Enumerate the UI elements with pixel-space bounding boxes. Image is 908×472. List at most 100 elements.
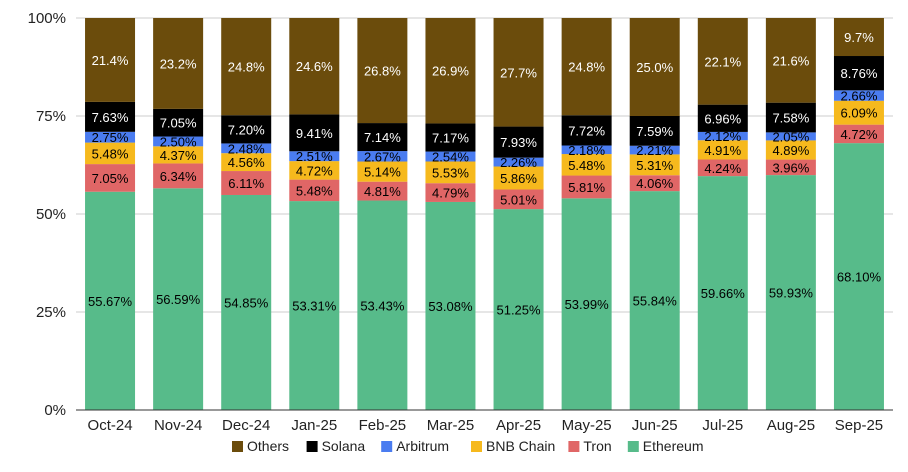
- legend: Others Solana Arbitrum BNB Chain Tron Ethereu…: [232, 438, 704, 454]
- bar-segment: [153, 163, 204, 189]
- data-label: 2.51%: [296, 149, 333, 164]
- data-label: 5.14%: [364, 165, 401, 180]
- bar-segment: [85, 164, 136, 192]
- data-label: 4.72%: [296, 163, 333, 178]
- data-label: 5.48%: [296, 183, 333, 198]
- gridlines: [76, 17, 893, 313]
- y-tick-label: 50%: [36, 206, 66, 223]
- bar-segment: [697, 159, 748, 177]
- data-label: 56.59%: [156, 292, 201, 307]
- y-tick-label: 0%: [44, 402, 66, 419]
- bar-segment: [153, 108, 204, 137]
- bar-segment: [153, 136, 204, 147]
- bar-segment: [697, 131, 748, 141]
- bar-segment: [561, 18, 612, 116]
- data-label: 22.1%: [704, 54, 741, 69]
- data-labels: 55.67%7.05%5.48%2.75%7.63%21.4%56.59%6.3…: [88, 30, 881, 318]
- data-label: 24.8%: [228, 60, 265, 75]
- bar-segment: [697, 104, 748, 132]
- data-label: 2.18%: [568, 143, 605, 158]
- data-label: 2.26%: [500, 155, 537, 170]
- bar-segment: [425, 183, 476, 202]
- data-label: 7.59%: [636, 124, 673, 139]
- legend-label: Tron: [583, 438, 611, 454]
- bar-segment: [153, 18, 204, 109]
- bar-segment: [425, 151, 476, 162]
- data-label: 2.66%: [841, 89, 878, 104]
- data-label: 54.85%: [224, 295, 269, 310]
- data-label: 23.2%: [160, 56, 197, 71]
- y-tick-label: 25%: [36, 304, 66, 321]
- bar-segment: [765, 140, 816, 160]
- data-label: 6.34%: [160, 169, 197, 184]
- bars: [85, 18, 884, 411]
- legend-label: Solana: [322, 438, 366, 454]
- x-tick-label: Aug-25: [767, 417, 815, 434]
- legend-swatch: [306, 441, 318, 452]
- data-label: 7.72%: [568, 123, 605, 138]
- bar-segment: [765, 132, 816, 141]
- data-label: 2.21%: [636, 143, 673, 158]
- data-label: 2.54%: [432, 150, 469, 165]
- data-label: 2.50%: [160, 134, 197, 149]
- legend-label: BNB Chain: [486, 438, 555, 454]
- bar-segment: [221, 115, 272, 144]
- data-label: 24.8%: [568, 60, 605, 75]
- bar-segment: [153, 188, 204, 410]
- x-tick-label: May-25: [562, 417, 612, 434]
- legend-item: Arbitrum: [381, 438, 449, 454]
- bar-segment: [833, 18, 884, 57]
- bar-segment: [493, 157, 544, 167]
- bar-segment: [85, 18, 136, 102]
- x-tick-label: Jan-25: [291, 417, 337, 434]
- x-tick-label: Apr-25: [496, 417, 541, 434]
- legend-label: Others: [247, 438, 289, 454]
- data-label: 59.66%: [701, 286, 746, 301]
- x-tick-label: Feb-25: [359, 417, 407, 434]
- bar-segment: [697, 140, 748, 160]
- bar-segment: [833, 56, 884, 91]
- legend-swatch: [232, 441, 243, 452]
- bar-segment: [357, 123, 408, 152]
- bar-segment: [357, 181, 408, 201]
- legend-item: Solana: [306, 438, 366, 454]
- data-label: 2.67%: [364, 149, 401, 164]
- bar-segment: [153, 146, 204, 164]
- bar-segment: [833, 100, 884, 125]
- data-label: 4.72%: [841, 127, 878, 142]
- data-label: 53.31%: [292, 299, 337, 314]
- bar-segment: [493, 189, 544, 210]
- bar-segment: [221, 143, 272, 154]
- data-label: 53.43%: [360, 298, 405, 313]
- data-label: 6.09%: [841, 106, 878, 121]
- data-label: 59.93%: [769, 286, 814, 301]
- bar-segment: [357, 151, 408, 162]
- bar-segment: [85, 131, 136, 143]
- bar-segment: [289, 18, 340, 115]
- bar-segment: [357, 18, 408, 124]
- bar-segment: [629, 18, 680, 116]
- data-label: 7.20%: [228, 122, 265, 137]
- data-label: 2.05%: [772, 129, 809, 144]
- data-label: 24.6%: [296, 59, 333, 74]
- data-label: 4.37%: [160, 148, 197, 163]
- bar-segment: [221, 153, 272, 172]
- bar-segment: [493, 209, 544, 410]
- bar-segment: [561, 198, 612, 410]
- bar-segment: [629, 145, 680, 155]
- data-label: 7.63%: [92, 110, 129, 125]
- x-tick-label: Jul-25: [702, 417, 743, 434]
- bar-segment: [85, 142, 136, 165]
- legend-swatch: [568, 441, 580, 452]
- legend-swatch: [627, 441, 639, 452]
- legend-label: Ethereum: [643, 438, 704, 454]
- data-label: 21.4%: [92, 53, 129, 68]
- bar-segment: [289, 161, 340, 180]
- bar-segment: [697, 176, 748, 410]
- bar-segment: [289, 151, 340, 162]
- bar-segment: [289, 201, 340, 410]
- data-label: 6.96%: [704, 111, 741, 126]
- data-label: 4.06%: [636, 176, 673, 191]
- bar-segment: [833, 143, 884, 411]
